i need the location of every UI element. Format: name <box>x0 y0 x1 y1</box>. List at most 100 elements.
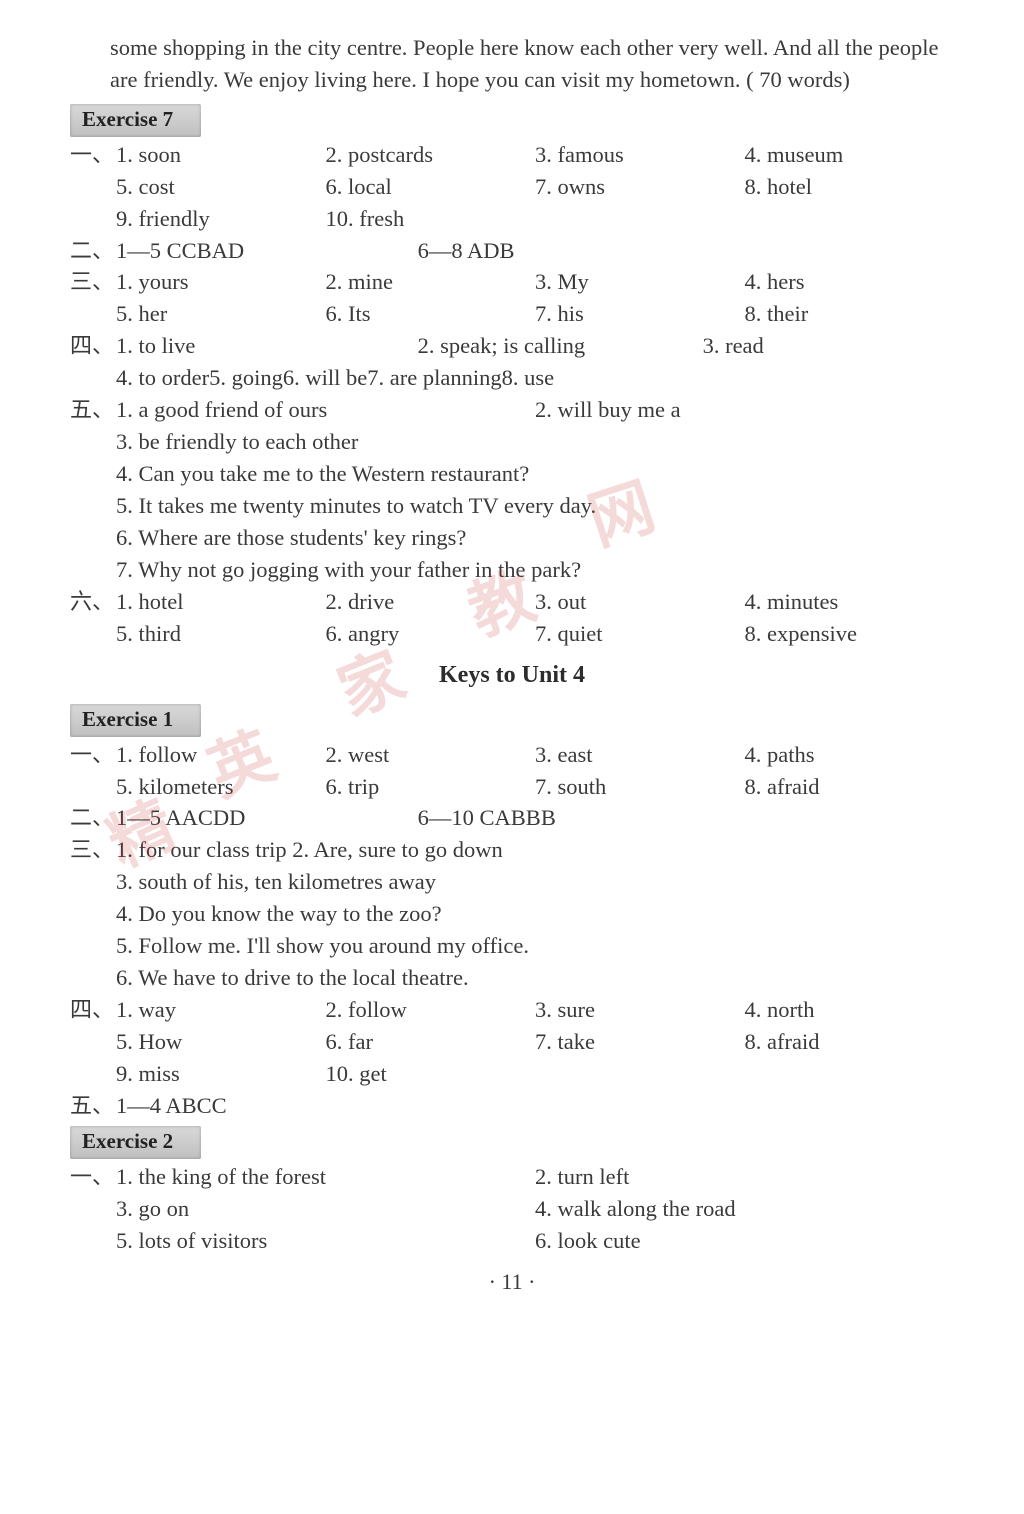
answer: 1—4 ABCC <box>116 1093 227 1118</box>
answer: 3. sure <box>535 994 745 1026</box>
section-label: 一、 <box>70 1161 116 1192</box>
answer: 3. go on <box>116 1193 535 1225</box>
answer: 2. will buy me a <box>535 394 954 426</box>
answer: 6. angry <box>326 618 536 650</box>
answer: 4. paths <box>745 739 955 771</box>
answer: 1. to live <box>116 330 418 362</box>
answer: 1. yours <box>116 266 326 298</box>
answer: 1. soon <box>116 139 326 171</box>
section-label: 二、 <box>70 802 116 833</box>
answer: 6. trip <box>326 771 536 803</box>
ex7-section-6: 六、 1. hotel 2. drive 3. out 4. minutes 5… <box>70 586 954 650</box>
ex1-section-1: 一、 1. follow 2. west 3. east 4. paths 5.… <box>70 739 954 803</box>
ex1-section-4: 四、 1. way 2. follow 3. sure 4. north 5. … <box>70 994 954 1090</box>
answer: 2. speak; is calling <box>418 330 703 362</box>
ex2-section-1: 一、 1. the king of the forest 2. turn lef… <box>70 1161 954 1257</box>
answer: 2. west <box>326 739 536 771</box>
answer: 1. hotel <box>116 586 326 618</box>
ex1-section-3: 三、 1. for our class trip 2. Are, sure to… <box>70 834 954 994</box>
answer: 4. minutes <box>745 586 955 618</box>
answer: 5. her <box>116 298 326 330</box>
section-label: 二、 <box>70 235 116 266</box>
ex7-section-4: 四、 1. to live 2. speak; is calling 3. re… <box>70 330 954 394</box>
answer: 6—8 ADB <box>418 235 753 267</box>
section-label: 三、 <box>70 834 116 865</box>
answer: 7. south <box>535 771 745 803</box>
answer: 6. will be <box>283 362 367 394</box>
answer: 7. are planning <box>367 362 501 394</box>
answer: 8. hotel <box>745 171 955 203</box>
answer: 3. read <box>703 330 954 362</box>
answer: 1—5 CCBAD <box>116 235 418 267</box>
answer: 5. third <box>116 618 326 650</box>
answer: 7. owns <box>535 171 745 203</box>
answer: 5. It takes me twenty minutes to watch T… <box>116 490 954 522</box>
answer: 7. quiet <box>535 618 745 650</box>
answer: 3. out <box>535 586 745 618</box>
answer: 5. lots of visitors <box>116 1225 535 1257</box>
section-label: 三、 <box>70 266 116 297</box>
answer: 6. Its <box>326 298 536 330</box>
answer: 3. My <box>535 266 745 298</box>
section-label: 四、 <box>70 330 116 361</box>
answer: 6. far <box>326 1026 536 1058</box>
answer: 3. east <box>535 739 745 771</box>
section-label: 四、 <box>70 994 116 1025</box>
answer: 5. cost <box>116 171 326 203</box>
answer: 9. miss <box>116 1058 326 1090</box>
section-label: 六、 <box>70 586 116 617</box>
ex7-section-1: 一、 1. soon 2. postcards 3. famous 4. mus… <box>70 139 954 235</box>
answer: 7. his <box>535 298 745 330</box>
answer: 6. Where are those students' key rings? <box>116 522 954 554</box>
answer: 1. a good friend of ours <box>116 394 535 426</box>
answer: 2. turn left <box>535 1161 954 1193</box>
section-label: 一、 <box>70 739 116 770</box>
answer: 7. Why not go jogging with your father i… <box>116 554 954 586</box>
answer: 8. afraid <box>745 1026 955 1058</box>
answer: 1. for our class trip 2. Are, sure to go… <box>116 834 954 866</box>
intro-paragraph: some shopping in the city centre. People… <box>110 32 954 96</box>
section-label: 五、 <box>70 1090 116 1121</box>
ex7-section-2: 二、 1—5 CCBAD 6—8 ADB <box>70 235 954 267</box>
answer: 6—10 CABBB <box>418 802 753 834</box>
answer: 1. follow <box>116 739 326 771</box>
section-label: 五、 <box>70 394 116 425</box>
exercise-header: Exercise 2 <box>70 1126 201 1159</box>
answer: 4. Do you know the way to the zoo? <box>116 898 954 930</box>
ex7-section-3: 三、 1. yours 2. mine 3. My 4. hers 5. her… <box>70 266 954 330</box>
answer: 1. way <box>116 994 326 1026</box>
answer: 3. be friendly to each other <box>116 426 954 458</box>
answer: 3. south of his, ten kilometres away <box>116 866 954 898</box>
exercise-header: Exercise 1 <box>70 704 201 737</box>
answer: 7. take <box>535 1026 745 1058</box>
answer: 4. museum <box>745 139 955 171</box>
answer: 3. famous <box>535 139 745 171</box>
answer: 4. walk along the road <box>535 1193 954 1225</box>
answer: 2. follow <box>326 994 536 1026</box>
section-label: 一、 <box>70 139 116 170</box>
exercise-header: Exercise 7 <box>70 104 201 137</box>
answer: 1. the king of the forest <box>116 1161 535 1193</box>
answer: 2. postcards <box>326 139 536 171</box>
answer: 4. Can you take me to the Western restau… <box>116 458 954 490</box>
answer: 8. expensive <box>745 618 955 650</box>
ex7-section-5: 五、 1. a good friend of ours 2. will buy … <box>70 394 954 586</box>
answer: 2. mine <box>326 266 536 298</box>
answer: 10. get <box>326 1058 536 1090</box>
answer: 5. How <box>116 1026 326 1058</box>
answer: 6. We have to drive to the local theatre… <box>116 962 954 994</box>
page-number: · 11 · <box>70 1266 954 1297</box>
answer: 6. local <box>326 171 536 203</box>
answer: 1—5 AACDD <box>116 802 418 834</box>
answer: 8. use <box>502 362 555 394</box>
answer: 8. afraid <box>745 771 955 803</box>
page: 网 教 家 英 精 some shopping in the city cent… <box>0 0 1024 1338</box>
answer: 5. Follow me. I'll show you around my of… <box>116 930 954 962</box>
answer: 2. drive <box>326 586 536 618</box>
answer: 5. kilometers <box>116 771 326 803</box>
answer: 8. their <box>745 298 955 330</box>
answer: 9. friendly <box>116 203 326 235</box>
answer: 4. to order <box>116 362 209 394</box>
unit-title: Keys to Unit 4 <box>70 658 954 692</box>
answer: 5. going <box>209 362 283 394</box>
